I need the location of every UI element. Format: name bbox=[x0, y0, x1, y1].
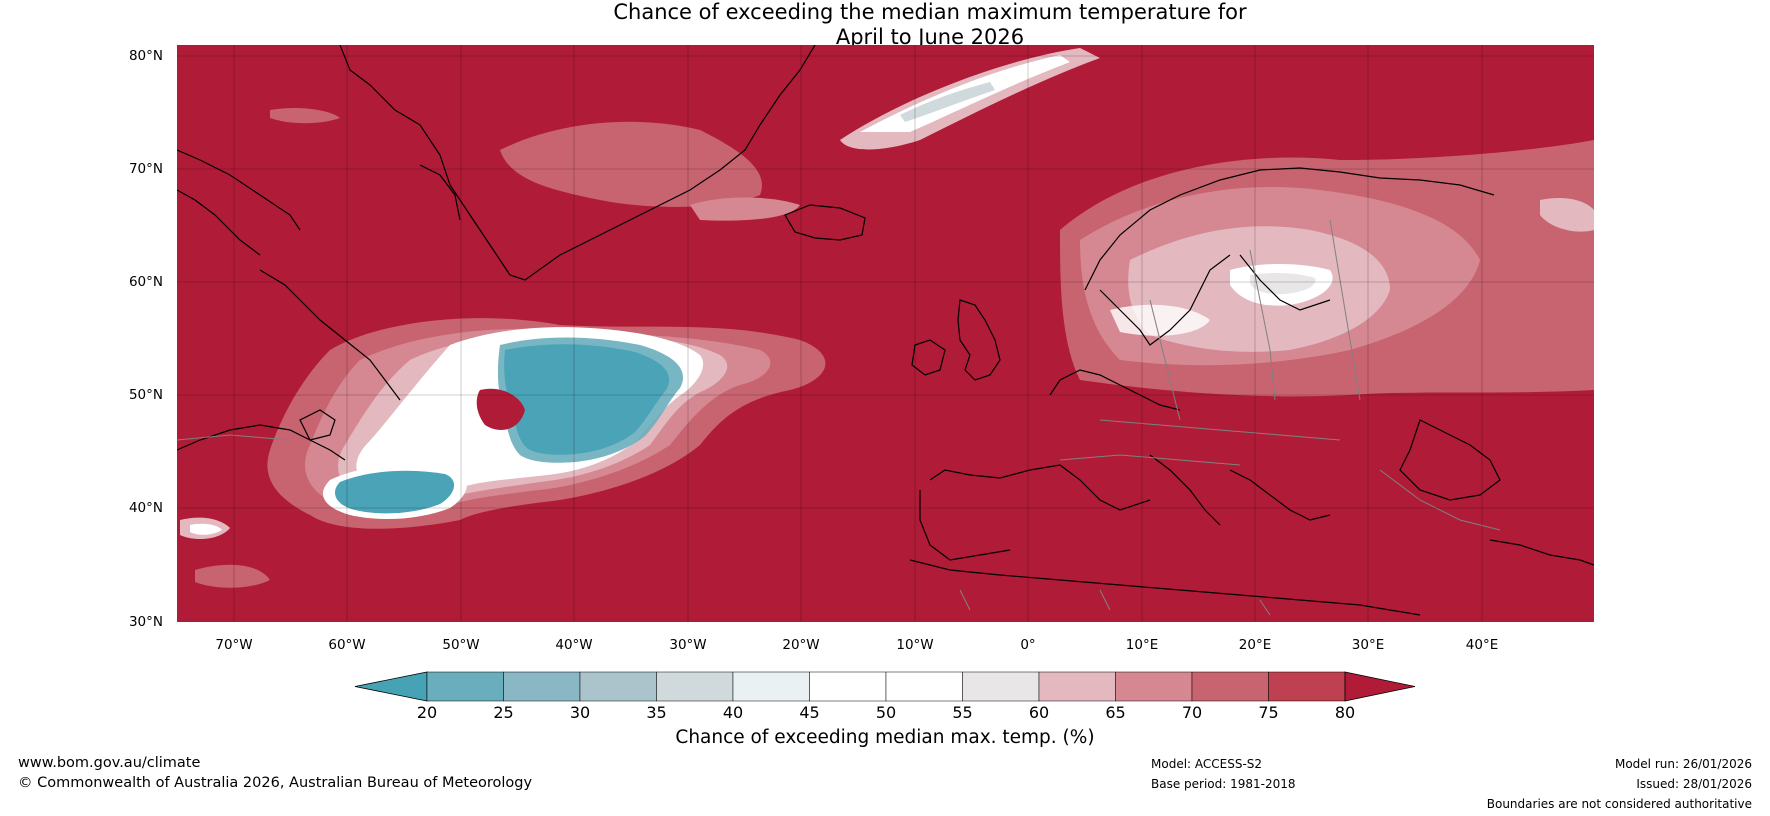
footer-base-period: Base period: 1981-2018 bbox=[1151, 777, 1296, 791]
lat-label-30n: 30°N bbox=[128, 614, 163, 630]
colorbar-segment bbox=[885, 671, 963, 702]
colorbar-tick-label: 50 bbox=[875, 703, 897, 722]
lon-label-70w: 70°W bbox=[215, 637, 253, 653]
colorbar-label: Chance of exceeding median max. temp. (%… bbox=[675, 727, 1095, 748]
country-borders bbox=[177, 219, 1501, 616]
colorbar-segment bbox=[732, 671, 810, 702]
lon-label-30w: 30°W bbox=[669, 637, 707, 653]
graticule bbox=[177, 45, 1594, 622]
colorbar-tick-label: 45 bbox=[799, 703, 820, 722]
colorbar bbox=[354, 671, 1416, 702]
colorbar-low-extend bbox=[354, 671, 428, 702]
lat-label-70n: 70°N bbox=[128, 161, 163, 177]
colorbar-segment bbox=[1115, 671, 1193, 702]
lat-label-40n: 40°N bbox=[128, 500, 163, 516]
colorbar-tick-label: 75 bbox=[1258, 703, 1279, 722]
footer-website: www.bom.gov.au/climate bbox=[18, 755, 201, 771]
map-field bbox=[177, 45, 1594, 622]
lon-label-40w: 40°W bbox=[555, 637, 593, 653]
lon-label-60w: 60°W bbox=[328, 637, 366, 653]
lon-label-0: 0° bbox=[1020, 637, 1036, 653]
colorbar-tick-label: 25 bbox=[493, 703, 514, 722]
colorbar-tick-label: 30 bbox=[569, 703, 591, 722]
colorbar-segment bbox=[1268, 671, 1346, 702]
coastlines bbox=[177, 45, 1594, 616]
colorbar-high-extend bbox=[1344, 671, 1416, 702]
footer-issued: Issued: 28/01/2026 bbox=[1636, 777, 1752, 791]
lon-label-10w: 10°W bbox=[896, 637, 934, 653]
colorbar-segment bbox=[503, 671, 581, 702]
colorbar-tick-label: 65 bbox=[1105, 703, 1126, 722]
footer-copyright: © Commonwealth of Australia 2026, Austra… bbox=[18, 775, 533, 791]
footer-model-run: Model run: 26/01/2026 bbox=[1614, 757, 1752, 771]
colorbar-segment bbox=[579, 671, 657, 702]
map-title: Chance of exceeding the median maximum t… bbox=[0, 0, 1770, 50]
footer-model: Model: ACCESS-S2 bbox=[1151, 757, 1263, 771]
colorbar-segment bbox=[962, 671, 1040, 702]
colorbar-segment bbox=[656, 671, 734, 702]
lon-label-40e: 40°E bbox=[1465, 637, 1499, 653]
lon-label-10e: 10°E bbox=[1125, 637, 1159, 653]
colorbar-tick-label: 80 bbox=[1334, 703, 1356, 722]
lon-label-30e: 30°E bbox=[1351, 637, 1385, 653]
colorbar-tick-label: 40 bbox=[722, 703, 744, 722]
colorbar-tick-label: 55 bbox=[952, 703, 973, 722]
colorbar-tick-label: 20 bbox=[416, 703, 438, 722]
lat-label-50n: 50°N bbox=[128, 387, 163, 403]
lon-label-20w: 20°W bbox=[782, 637, 820, 653]
colorbar-segment bbox=[1038, 671, 1116, 702]
map-title-line1: Chance of exceeding the median maximum t… bbox=[613, 0, 1247, 24]
colorbar-tick-label: 35 bbox=[646, 703, 667, 722]
lat-label-60n: 60°N bbox=[128, 274, 163, 290]
lon-label-20e: 20°E bbox=[1238, 637, 1272, 653]
colorbar-tick-label: 60 bbox=[1028, 703, 1050, 722]
colorbar-segment bbox=[809, 671, 887, 702]
colorbar-segment bbox=[426, 671, 504, 702]
colorbar-segment bbox=[1191, 671, 1269, 702]
colorbar-tick-label: 70 bbox=[1181, 703, 1203, 722]
lon-label-50w: 50°W bbox=[442, 637, 480, 653]
lat-label-80n: 80°N bbox=[128, 48, 163, 64]
footer-disclaimer: Boundaries are not considered authoritat… bbox=[1486, 797, 1752, 811]
